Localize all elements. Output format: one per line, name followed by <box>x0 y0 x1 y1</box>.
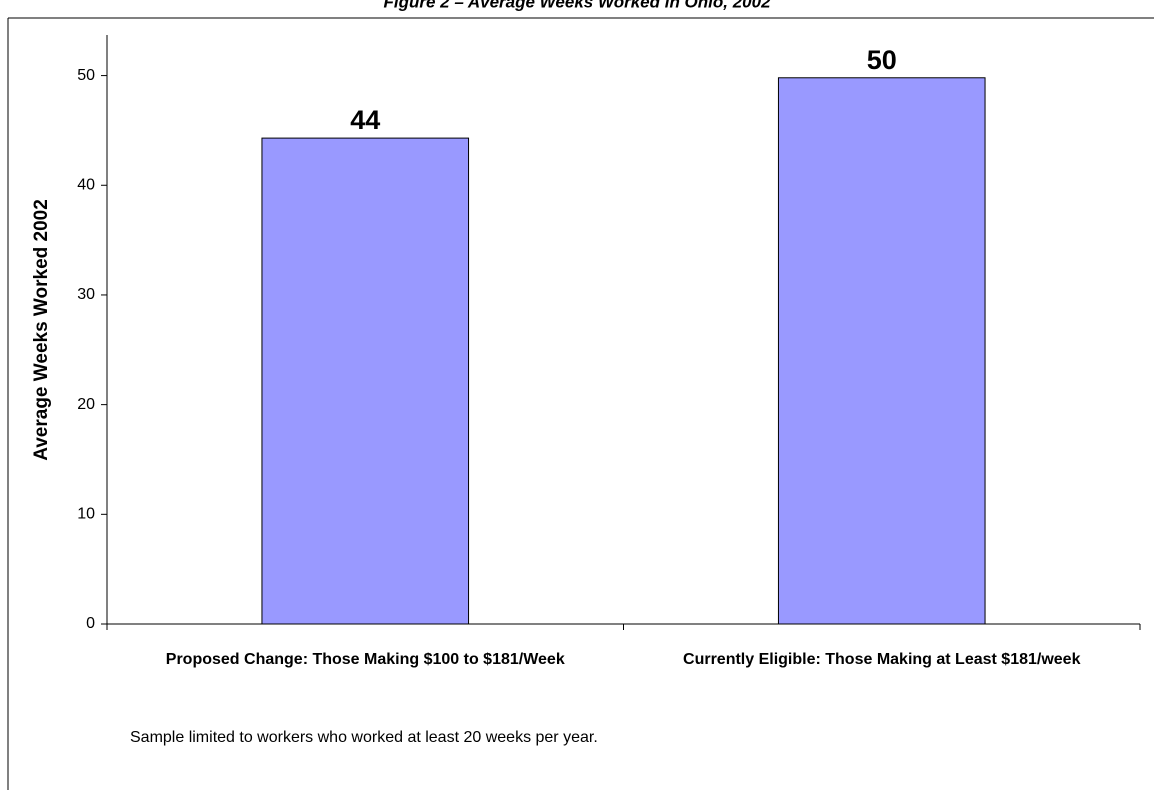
value-label: 50 <box>867 45 897 75</box>
footnote: Sample limited to workers who worked at … <box>130 729 598 746</box>
value-label: 44 <box>350 105 380 135</box>
bar <box>261 137 470 625</box>
bar <box>777 77 986 625</box>
y-tick-label: 10 <box>77 506 95 523</box>
x-tick-label: Currently Eligible: Those Making at Leas… <box>683 651 1081 668</box>
y-axis-title: Average Weeks Worked 2002 <box>31 199 52 461</box>
title-bg <box>300 0 854 17</box>
y-tick-label: 0 <box>86 615 95 632</box>
y-tick-label: 30 <box>77 286 95 303</box>
y-tick-label: 20 <box>77 396 95 413</box>
x-tick-label: Proposed Change: Those Making $100 to $1… <box>165 651 565 668</box>
chart-title: Figure 2 – Average Weeks Worked in Ohio,… <box>383 0 771 11</box>
y-tick-label: 50 <box>77 67 95 84</box>
y-tick-label: 40 <box>77 176 95 193</box>
